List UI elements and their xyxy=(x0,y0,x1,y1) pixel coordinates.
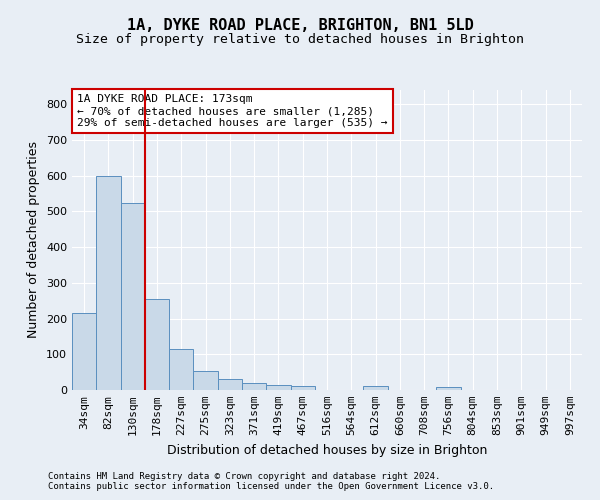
Bar xyxy=(436,387,461,390)
Bar xyxy=(169,349,193,390)
Text: Contains public sector information licensed under the Open Government Licence v3: Contains public sector information licen… xyxy=(48,482,494,491)
Bar xyxy=(72,313,96,390)
Bar xyxy=(193,372,218,390)
Text: 1A, DYKE ROAD PLACE, BRIGHTON, BN1 5LD: 1A, DYKE ROAD PLACE, BRIGHTON, BN1 5LD xyxy=(127,18,473,32)
Text: Contains HM Land Registry data © Crown copyright and database right 2024.: Contains HM Land Registry data © Crown c… xyxy=(48,472,440,481)
Bar xyxy=(290,386,315,390)
Bar xyxy=(96,176,121,390)
Bar xyxy=(364,386,388,390)
Bar xyxy=(218,380,242,390)
Text: Size of property relative to detached houses in Brighton: Size of property relative to detached ho… xyxy=(76,32,524,46)
Bar xyxy=(145,299,169,390)
Bar xyxy=(242,383,266,390)
Bar xyxy=(266,384,290,390)
Y-axis label: Number of detached properties: Number of detached properties xyxy=(28,142,40,338)
X-axis label: Distribution of detached houses by size in Brighton: Distribution of detached houses by size … xyxy=(167,444,487,456)
Text: 1A DYKE ROAD PLACE: 173sqm
← 70% of detached houses are smaller (1,285)
29% of s: 1A DYKE ROAD PLACE: 173sqm ← 70% of deta… xyxy=(77,94,388,128)
Bar xyxy=(121,202,145,390)
